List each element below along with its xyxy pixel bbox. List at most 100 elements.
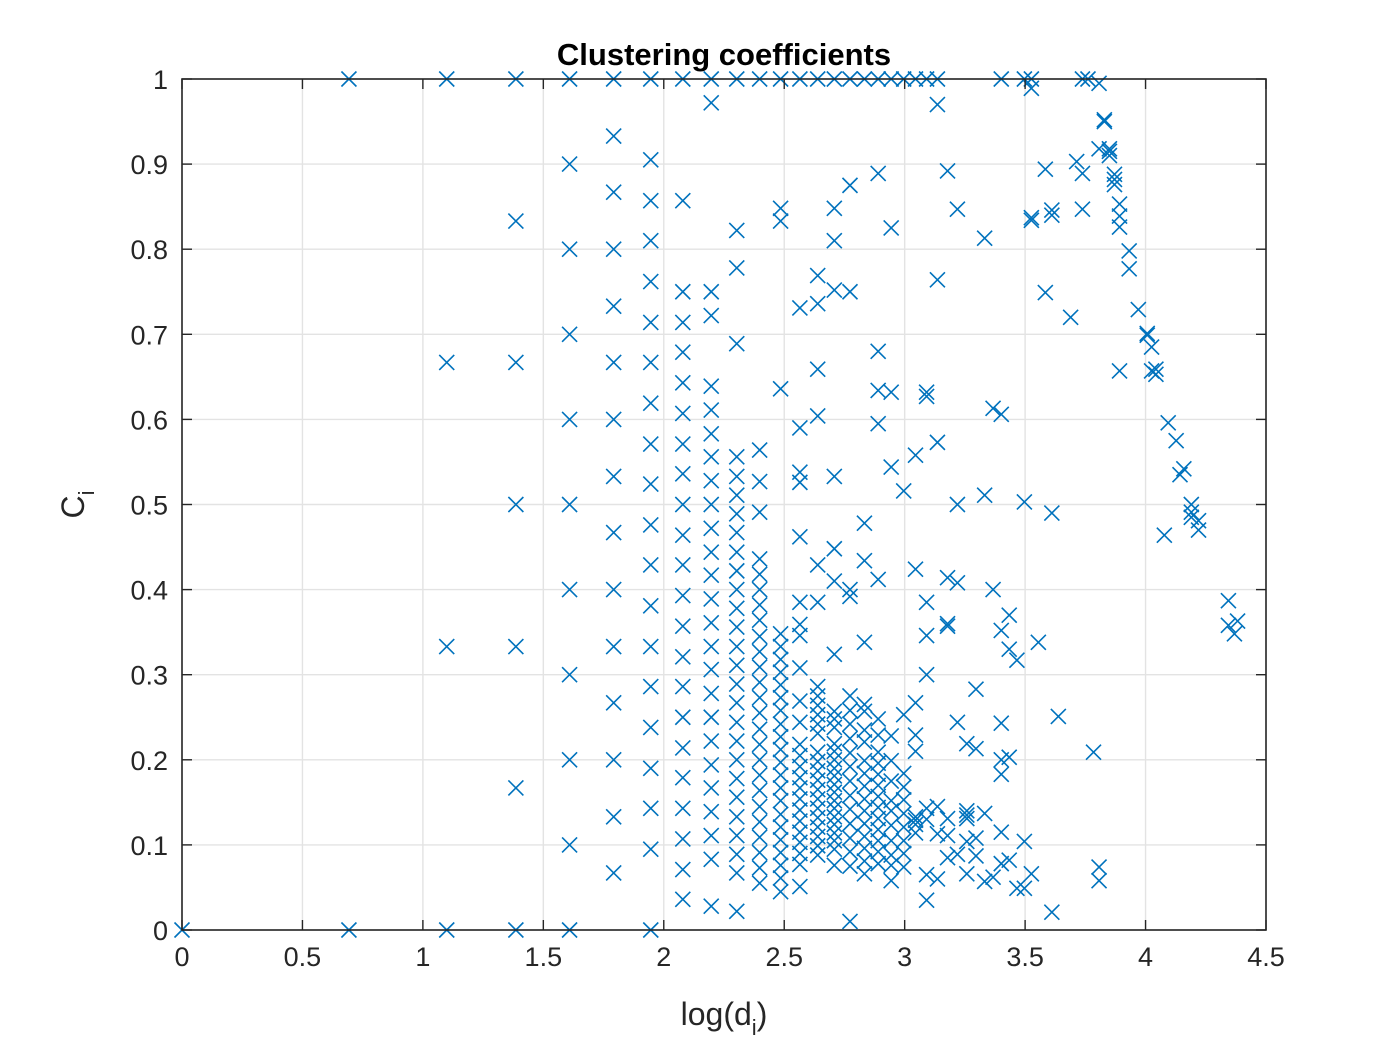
data-point [605,638,622,655]
data-point [605,298,622,315]
data-point [674,496,691,513]
data-point [1106,176,1123,193]
data-point [728,714,745,731]
data-point [728,487,745,504]
data-point [1023,209,1040,226]
data-point [1111,362,1128,379]
data-point [958,807,975,824]
data-point [870,710,887,728]
data-point [772,380,789,397]
data-point [929,271,946,288]
data-point [967,830,985,847]
data-point [1030,634,1047,651]
x-tick-label: 1 [415,942,430,972]
data-point [1143,338,1160,356]
data-point [642,151,659,168]
data-point [674,648,691,665]
data-point [949,496,966,513]
data-point [1074,201,1091,218]
data-point [1220,592,1237,609]
data-point [674,769,691,786]
data-point [703,733,720,750]
data-point [605,808,622,825]
data-point [772,625,789,642]
data-point [958,802,975,819]
data-point [703,283,720,300]
data-point [883,727,900,745]
data-point [642,395,659,412]
data-point [728,733,745,750]
data-point [561,241,578,258]
data-point [1147,361,1164,378]
data-point [958,735,975,752]
data-point [1068,153,1085,170]
data-point [772,792,789,809]
data-point [605,127,622,145]
data-point [1183,504,1200,521]
data-point [907,824,924,842]
data-point [856,815,873,832]
y-tick-label: 0 [153,916,168,946]
data-point [772,818,789,836]
y-tick-label: 0.1 [130,831,168,861]
data-point [751,596,768,613]
data-point [870,382,887,399]
data-point [703,472,720,489]
data-point [561,581,578,598]
data-point [870,855,887,872]
data-point [856,515,873,532]
data-point [907,816,924,833]
data-point [1156,527,1173,544]
data-point [907,561,924,578]
data-point [841,843,859,860]
data-point [985,581,1002,598]
data-point [561,496,578,513]
data-point [918,627,935,644]
data-point [918,594,935,611]
data-point [728,675,745,693]
data-point [826,719,843,736]
data-point [605,354,622,371]
data-point [841,744,859,762]
data-point [826,824,843,842]
data-point [507,496,524,513]
data-point [841,815,859,832]
data-point [642,314,659,331]
data-point [605,694,622,711]
data-point [1043,504,1060,522]
data-point [826,776,843,793]
data-point [918,866,935,883]
data-point [1101,143,1118,160]
data-point [751,844,768,861]
data-point [642,516,659,533]
data-point [674,709,691,726]
data-point [751,473,768,490]
data-point [939,827,956,844]
data-point [883,384,900,401]
data-point [939,849,956,866]
data-point [870,571,887,588]
y-tick-label: 0.2 [130,746,168,776]
data-point [791,419,808,436]
data-point [907,694,924,711]
data-point [751,767,768,784]
data-point [674,891,691,908]
data-point [642,232,659,249]
data-point [791,594,808,611]
y-axis-label: Ci [55,491,99,519]
data-point [856,765,873,782]
data-point [703,378,720,395]
data-point [826,468,843,485]
data-point [703,756,720,773]
data-point [772,200,789,217]
data-point [883,752,900,769]
data-point [674,739,691,756]
data-point [1096,111,1113,128]
x-tick-label: 1.5 [525,942,563,972]
x-tick-label: 3 [897,942,912,972]
data-point [949,574,966,591]
data-point [642,719,659,736]
data-point [561,666,578,683]
data-point [751,829,768,846]
data-point [826,573,843,590]
